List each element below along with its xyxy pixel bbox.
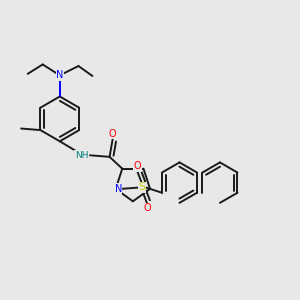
Text: S: S [139, 182, 146, 192]
Text: NH: NH [75, 151, 88, 160]
Text: N: N [56, 70, 64, 80]
Text: O: O [134, 161, 141, 171]
Text: N: N [115, 184, 122, 194]
Text: O: O [143, 203, 151, 214]
Text: O: O [109, 128, 116, 139]
